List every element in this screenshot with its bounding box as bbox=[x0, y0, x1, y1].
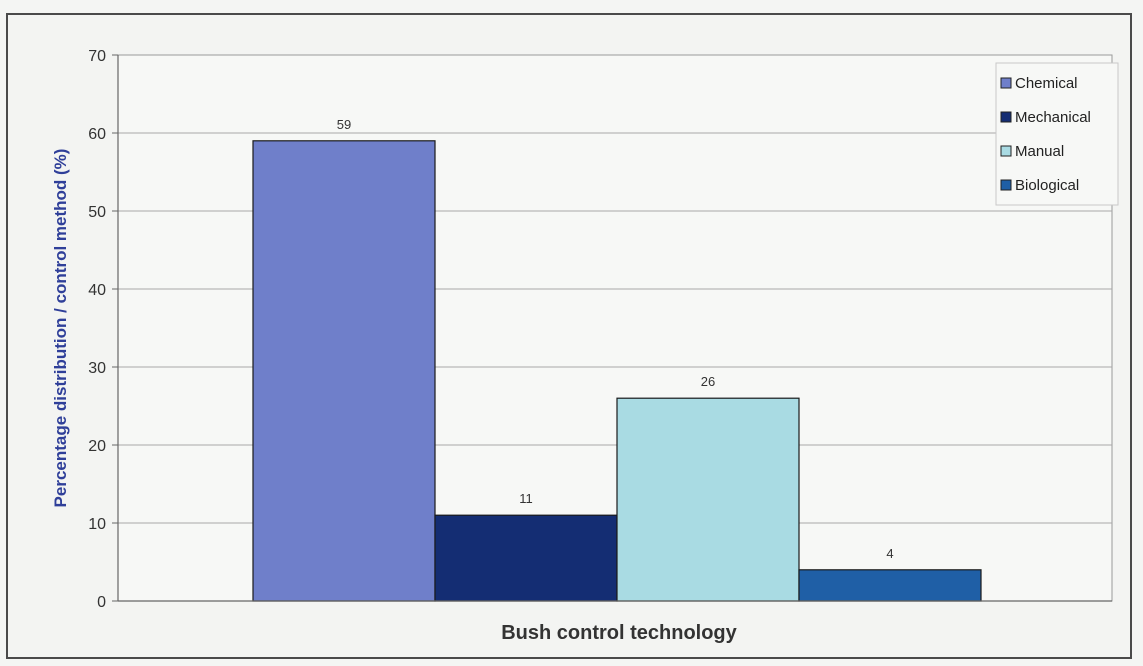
y-tick-label: 0 bbox=[97, 594, 106, 611]
axes: 0 10 20 30 40 50 60 70 bbox=[88, 48, 1112, 611]
legend-swatch-biological bbox=[1000, 179, 1012, 191]
data-label-biological: 4 bbox=[886, 546, 893, 561]
y-tick-label: 10 bbox=[88, 516, 106, 533]
legend-swatch-manual bbox=[1000, 145, 1012, 157]
data-label-chemical: 59 bbox=[337, 117, 351, 132]
legend-swatch-mechanical bbox=[1000, 111, 1012, 123]
bars bbox=[252, 140, 982, 602]
bar-biological bbox=[798, 569, 982, 602]
chart-frame: 0 10 20 30 40 50 60 70 59 11 26 4 Percentage distr… bbox=[6, 13, 1132, 659]
legend-label-mechanical: Mechanical bbox=[1015, 109, 1091, 126]
y-tick-label: 40 bbox=[88, 282, 106, 299]
y-tick-label: 20 bbox=[88, 438, 106, 455]
legend-swatch-chemical bbox=[1000, 77, 1012, 89]
y-tick-label: 30 bbox=[88, 360, 106, 377]
bar-mechanical bbox=[434, 514, 618, 602]
legend-label-manual: Manual bbox=[1015, 143, 1064, 160]
y-tick-label: 70 bbox=[88, 48, 106, 65]
legend: Chemical Mechanical Manual Biological bbox=[995, 62, 1119, 206]
y-axis-label: Percentage distribution / control method… bbox=[51, 149, 70, 508]
legend-label-chemical: Chemical bbox=[1015, 75, 1078, 92]
data-label-manual: 26 bbox=[701, 374, 715, 389]
x-axis-label: Bush control technology bbox=[501, 622, 737, 644]
legend-box bbox=[995, 62, 1119, 206]
bar-chart: 0 10 20 30 40 50 60 70 59 11 26 4 Percentage distr… bbox=[51, 48, 1119, 644]
bar-manual bbox=[616, 397, 800, 602]
data-labels: 59 11 26 4 bbox=[337, 117, 894, 561]
legend-label-biological: Biological bbox=[1015, 177, 1079, 194]
y-tick-label: 60 bbox=[88, 126, 106, 143]
y-tick-label: 50 bbox=[88, 204, 106, 221]
data-label-mechanical: 11 bbox=[519, 491, 533, 506]
bar-chemical bbox=[252, 140, 436, 602]
